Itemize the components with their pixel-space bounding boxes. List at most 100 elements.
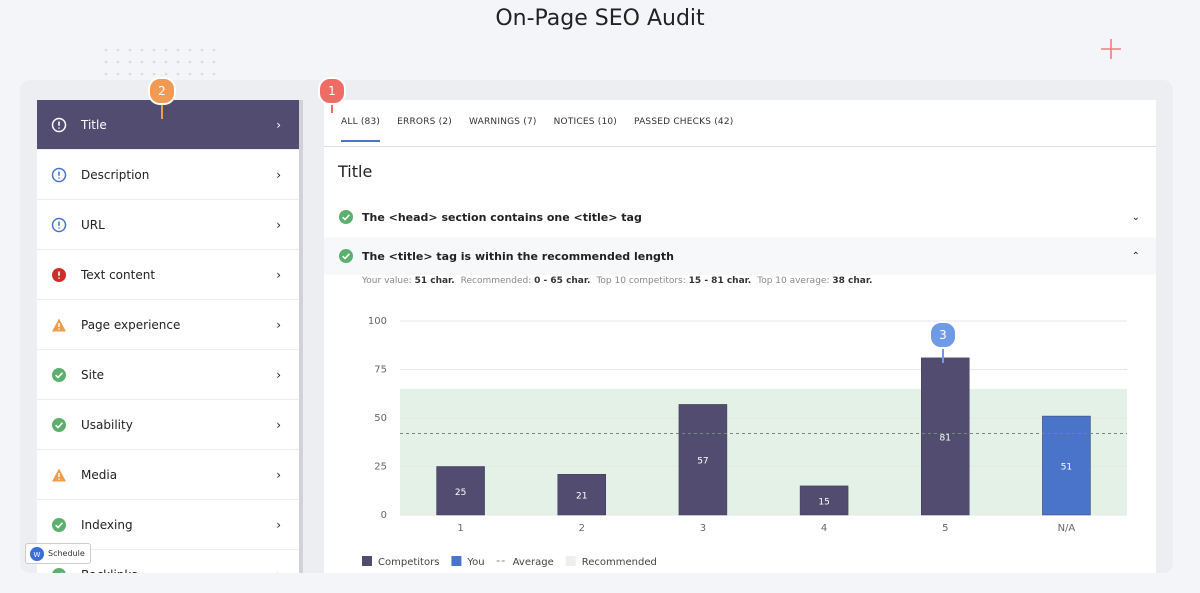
sidebar-item[interactable]: Indexing › [37,500,299,550]
sidebar-item[interactable]: Text content › [37,250,299,300]
sidebar-item-label: Indexing [81,517,133,532]
badge: 1 [318,77,346,105]
tab[interactable]: NOTICES (10) [553,117,618,127]
legend-swatch [451,556,462,566]
x-tick-label: 1 [457,523,463,534]
status-icon [339,210,353,224]
x-tick-label: N/A [1058,523,1076,534]
icon-ring [51,217,67,232]
status-icon [52,468,66,481]
icon-ring [52,367,66,382]
icon-mark [342,214,350,221]
legend-swatch [565,556,576,566]
sidebar-item[interactable]: Page experience › [37,300,299,350]
sidebar-item[interactable]: Backlinks › [37,550,299,573]
detail-label: Top 10 average: [757,276,830,286]
sidebar-item[interactable]: Site › [37,350,299,400]
status-icon [52,318,66,331]
check-row[interactable]: The <title> tag is within the recommende… [324,237,1156,275]
chevron: › [276,167,281,182]
chevron: › [276,317,281,332]
sidebar-item[interactable]: Usability › [37,400,299,450]
chevron: › [276,117,281,132]
chevron: › [276,568,281,574]
bar-value-label: 21 [576,492,587,502]
status-icon [339,249,353,263]
scrollbar [299,100,303,573]
section-title: Title [338,162,373,181]
detail-value: 0 - 65 char. [534,276,591,286]
status-icon [51,217,67,232]
x-tick-label: 4 [821,523,827,534]
sidebar-item[interactable]: Description › [37,150,299,200]
icon-ring [339,210,353,224]
sidebar-item-label: URL [81,217,105,232]
svg-text:W: W [34,551,41,559]
tab[interactable]: ALL (83) [341,117,381,142]
detail-label: Recommended: [460,276,532,286]
tab[interactable]: PASSED CHECKS (42) [634,117,734,127]
details: Your value: 51 char. Recommended: 0 - 65 … [362,276,878,286]
y-tick-label: 100 [368,316,387,327]
badge: 2 [148,77,176,105]
badge-pin [331,103,333,113]
status-icon [52,417,66,432]
detail-value: 15 - 81 char. [688,276,752,286]
y-tick-label: 75 [374,365,387,376]
y-tick-label: 0 [381,510,387,521]
sidebar-item-label: Usability [81,417,133,432]
bar [921,357,970,516]
icon-mark [55,521,63,529]
badge: 3 [929,321,957,349]
sidebar-item-label: Description [81,167,150,182]
sidebar-item-label: Media [81,467,118,482]
icon-mark [342,253,350,260]
status-icon [52,367,66,382]
sidebar-item-label: Site [81,367,105,382]
sidebar-item-label: Text content [81,267,156,282]
chevron: › [276,467,281,482]
icon-mark [55,421,63,429]
y-tick-label: 25 [374,462,387,473]
legend-swatch [362,556,372,566]
icon-ring [51,117,67,132]
sidebar-item[interactable]: Title › [37,100,299,150]
chevron: › [276,267,281,282]
bar [799,485,849,516]
schedule-icon: W [30,546,44,561]
chevron: › [276,417,281,432]
status-icon [51,117,67,132]
chevron: › [276,367,281,382]
bar-value-label: 51 [1061,463,1072,473]
sidebar-item[interactable]: Media › [37,450,299,500]
sidebar-item-label: Page experience [81,317,181,332]
sidebar-item-label: Backlinks [81,568,138,574]
icon-ring [52,517,66,532]
tab[interactable]: ERRORS (2) [397,117,452,127]
badge-pin [942,347,944,363]
icon-ring [52,417,66,432]
bar-value-label: 81 [940,433,951,443]
icon-ring [52,567,66,573]
bar [557,474,606,516]
tab-bar: ALL (83) ERRORS (2) WARNINGS (7) NOTICES (1… [324,100,1156,147]
chevron: ⌃ [1131,250,1140,262]
legend-label: Average [513,557,554,568]
icon-ring [339,249,353,263]
chevron: › [276,217,281,232]
check-row[interactable]: The <head> section contains one <title> … [324,198,1156,236]
recommended-band [400,388,1127,515]
bar-value-label: 57 [697,457,708,467]
x-tick-label: 3 [700,523,706,534]
schedule-button[interactable]: W Schedule [25,543,91,564]
bar [436,466,485,516]
tab[interactable]: WARNINGS (7) [468,117,537,127]
check-label: The <title> tag is within the recommende… [362,249,675,263]
status-icon [52,567,66,573]
icon-ring [51,167,67,182]
x-tick-label: 2 [579,523,585,534]
sidebar-item[interactable]: URL › [37,200,299,250]
legend-label: Recommended [582,557,657,568]
